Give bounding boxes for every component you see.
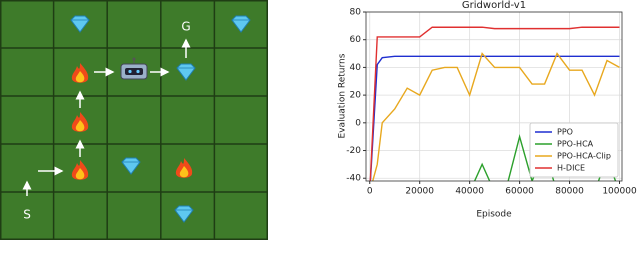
legend-label: PPO (557, 128, 573, 137)
x-axis-label: Episode (476, 210, 512, 220)
goal-label: G (181, 20, 190, 34)
legend: PPO PPO-HCA PPO-HCA-Clip H-DICE (529, 122, 619, 178)
grid-background (0, 0, 268, 240)
y-tick-label: 60 (350, 35, 362, 45)
y-tick-label: 40 (350, 63, 362, 73)
start-label: S (23, 208, 31, 222)
x-tick-label: 20000 (405, 187, 434, 197)
path-arrows (22, 38, 191, 196)
legend-box (529, 122, 619, 178)
plot-frame (365, 11, 623, 182)
x-tick-label: 100000 (602, 187, 637, 197)
x-tick-label: 0 (367, 187, 373, 197)
y-tick-label: -40 (346, 174, 361, 184)
series-line (369, 55, 620, 181)
y-tick-label: -20 (346, 146, 361, 156)
chart-title: Gridworld-v1 (462, 0, 526, 11)
y-tick-label: 0 (355, 118, 361, 128)
y-tick-label: 20 (350, 91, 362, 101)
y-axis-label: Evaluation Returns (338, 53, 348, 138)
legend-label: PPO-HCA (557, 140, 594, 149)
robot (120, 57, 148, 80)
gridworld: G S (0, 0, 268, 240)
legend-label: H-DICE (557, 164, 585, 173)
series-line (369, 26, 620, 181)
legend-label: PPO-HCA-Clip (557, 152, 611, 161)
x-tick-label: 80000 (555, 187, 584, 197)
series-line (372, 52, 620, 181)
x-tick-label: 60000 (505, 187, 534, 197)
y-tick-label: 80 (350, 8, 362, 18)
grid-lines (0, 0, 268, 240)
x-tick-label: 40000 (455, 187, 484, 197)
series-line (473, 133, 617, 181)
